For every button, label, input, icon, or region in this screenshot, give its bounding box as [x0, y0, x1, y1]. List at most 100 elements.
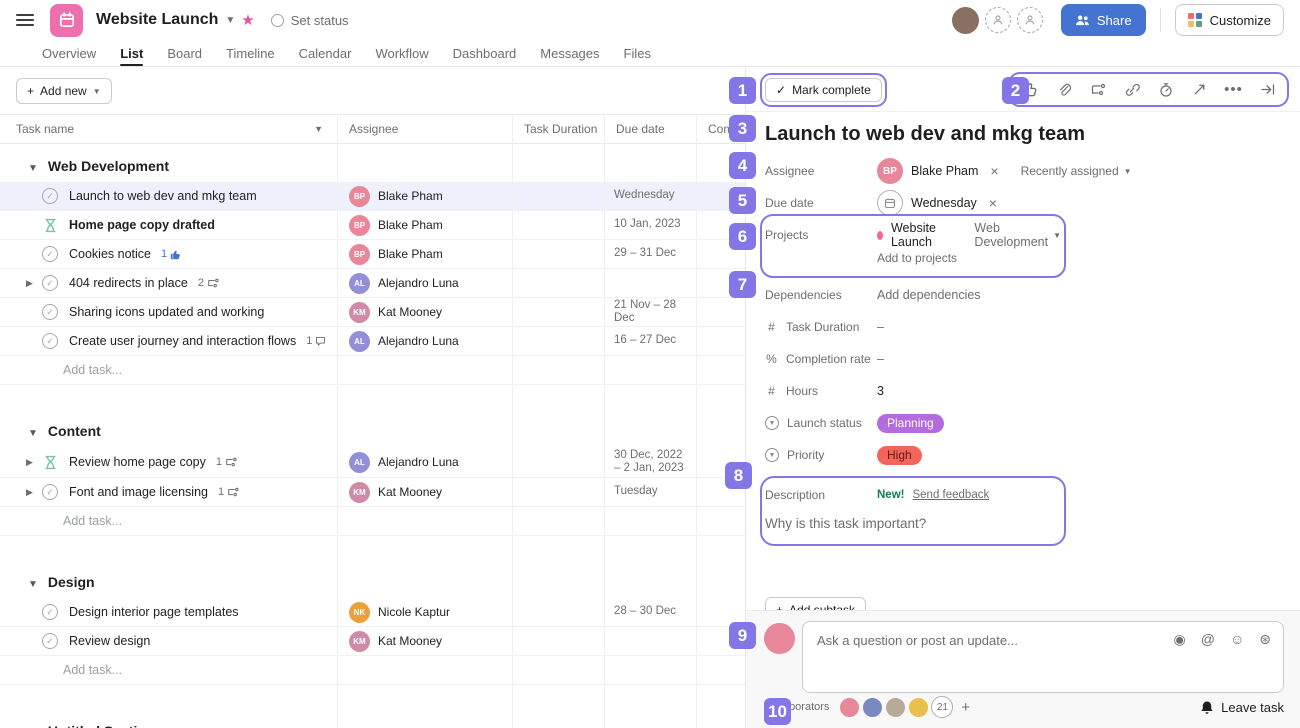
- priority-pill[interactable]: High: [877, 445, 922, 465]
- complete-check-icon[interactable]: ✓: [42, 633, 58, 649]
- status-circle-icon: ▼: [765, 448, 779, 462]
- complete-check-icon[interactable]: ✓: [42, 246, 58, 262]
- more-options-icon[interactable]: •••: [1224, 81, 1243, 98]
- approval-hourglass-icon[interactable]: [42, 217, 58, 233]
- share-button[interactable]: Share: [1060, 4, 1146, 36]
- task-row[interactable]: ✓ Review design KM Kat Mooney: [0, 627, 745, 656]
- collaborator-avatar[interactable]: [908, 696, 930, 718]
- recently-assigned-dropdown[interactable]: Recently assigned ▼: [1020, 164, 1132, 178]
- add-dependencies-button[interactable]: Add dependencies: [877, 288, 981, 302]
- tab-files[interactable]: Files: [623, 45, 651, 61]
- assignee-name[interactable]: Blake Pham: [911, 164, 979, 178]
- check-icon: ✓: [776, 82, 787, 97]
- plus-icon: +: [27, 84, 35, 98]
- tab-overview[interactable]: Overview: [42, 45, 97, 61]
- tab-dashboard[interactable]: Dashboard: [452, 45, 517, 61]
- due-date-value[interactable]: Wednesday: [911, 196, 977, 210]
- collapse-triangle-icon[interactable]: ▼: [28, 163, 38, 174]
- field-value[interactable]: 3: [877, 384, 884, 398]
- invite-member-placeholder[interactable]: [984, 7, 1011, 33]
- mark-complete-button[interactable]: ✓ Mark complete: [760, 72, 887, 107]
- task-row[interactable]: ✓ Launch to web dev and mkg team BP Blake …: [0, 182, 745, 211]
- collaborator-avatar[interactable]: [839, 696, 861, 718]
- attach-paperclip-icon[interactable]: [1055, 81, 1072, 98]
- launch-status-pill[interactable]: Planning: [877, 413, 944, 433]
- add-subtask-icon[interactable]: [1089, 81, 1106, 98]
- emoji-icon[interactable]: ☺: [1229, 631, 1245, 647]
- approval-hourglass-icon[interactable]: [42, 454, 58, 470]
- annotation-badge-2: 2: [1002, 77, 1029, 104]
- add-task-row[interactable]: Add task...: [0, 507, 745, 536]
- title-chevron-down-icon[interactable]: ▼: [225, 14, 236, 26]
- project-section-dropdown[interactable]: Web Development ▼: [974, 221, 1061, 249]
- subtask-icon: [226, 457, 237, 466]
- task-row[interactable]: ✓ Design interior page templates NK Nicole…: [0, 598, 745, 627]
- field-value[interactable]: –: [877, 352, 884, 366]
- sort-chevron-icon[interactable]: ▼: [314, 124, 323, 134]
- tab-workflow[interactable]: Workflow: [375, 45, 429, 61]
- expand-arrow-icon[interactable]: ▶: [26, 456, 33, 467]
- task-row[interactable]: Home page copy drafted BP Blake Pham 10 J…: [0, 211, 745, 240]
- collaborator-avatar[interactable]: [862, 696, 884, 718]
- avatar: NK: [349, 601, 370, 623]
- task-row[interactable]: ▶ Review home page copy 1 AL Alejandro Lun…: [0, 447, 745, 478]
- member-avatar[interactable]: [951, 6, 979, 34]
- description-placeholder[interactable]: Why is this task important?: [765, 516, 927, 531]
- comment-count: 1: [306, 335, 326, 347]
- tab-calendar[interactable]: Calendar: [298, 45, 352, 61]
- subtask-icon: [208, 278, 219, 287]
- task-row[interactable]: ▶ ✓ Font and image licensing 1 KM Kat Moone…: [0, 478, 745, 507]
- field-value[interactable]: –: [877, 320, 884, 334]
- add-task-row[interactable]: Add task...: [0, 356, 745, 385]
- task-row[interactable]: ✓ Sharing icons updated and working KM Kat…: [0, 298, 745, 327]
- calendar-circle-icon[interactable]: [877, 190, 903, 216]
- leave-task-button[interactable]: Leave task: [1200, 700, 1284, 715]
- favorite-star-icon[interactable]: ★: [241, 12, 255, 29]
- fullscreen-expand-icon[interactable]: [1191, 81, 1208, 98]
- copy-link-icon[interactable]: [1123, 81, 1140, 98]
- project-name[interactable]: Website Launch: [890, 221, 936, 249]
- complete-check-icon[interactable]: ✓: [42, 604, 58, 620]
- collapse-triangle-icon[interactable]: ▼: [28, 428, 38, 439]
- customize-grid-icon: [1187, 13, 1202, 27]
- expand-arrow-icon[interactable]: ▶: [26, 277, 33, 288]
- complete-check-icon[interactable]: ✓: [42, 484, 58, 500]
- task-row[interactable]: ✓ Create user journey and interaction flo…: [0, 327, 745, 356]
- set-status-button[interactable]: Set status: [270, 13, 349, 28]
- people-icon: [1075, 14, 1089, 25]
- remove-due-date-icon[interactable]: ×: [988, 195, 997, 211]
- customize-button[interactable]: Customize: [1174, 4, 1284, 36]
- annotation-badge-5: 5: [729, 187, 756, 214]
- tab-messages[interactable]: Messages: [540, 45, 600, 61]
- timer-icon[interactable]: [1157, 81, 1174, 98]
- add-to-projects-button[interactable]: Add to projects: [877, 251, 958, 265]
- send-feedback-link[interactable]: Send feedback: [912, 489, 990, 501]
- add-new-button[interactable]: + Add new ▼: [16, 78, 112, 104]
- complete-check-icon[interactable]: ✓: [42, 188, 58, 204]
- collapse-triangle-icon[interactable]: ▼: [28, 579, 38, 590]
- add-task-row[interactable]: Add task...: [0, 656, 745, 685]
- appreciation-icon[interactable]: ⊛: [1259, 631, 1271, 647]
- collapse-pane-icon[interactable]: [1259, 81, 1276, 98]
- expand-arrow-icon[interactable]: ▶: [26, 486, 33, 497]
- comment-input[interactable]: Ask a question or post an update... ◉ @ …: [802, 621, 1284, 693]
- record-video-icon[interactable]: ◉: [1173, 631, 1186, 647]
- complete-check-icon[interactable]: ✓: [42, 333, 58, 349]
- annotation-badge-4: 4: [729, 152, 756, 179]
- collaborator-avatar[interactable]: [885, 696, 907, 718]
- complete-check-icon[interactable]: ✓: [42, 275, 58, 291]
- tab-board[interactable]: Board: [167, 45, 203, 61]
- complete-check-icon[interactable]: ✓: [42, 304, 58, 320]
- mention-icon[interactable]: @: [1200, 631, 1215, 647]
- add-collaborator-icon[interactable]: +: [961, 698, 971, 716]
- task-row[interactable]: ✓ Cookies notice 1 BP Blake Pham 29 – 31 D…: [0, 240, 745, 269]
- remove-assignee-icon[interactable]: ×: [990, 163, 999, 179]
- collaborator-count[interactable]: 21: [931, 696, 954, 718]
- tab-timeline[interactable]: Timeline: [226, 45, 275, 61]
- invite-member-placeholder[interactable]: [1016, 7, 1043, 33]
- view-tab-bar: Overview List Board Timeline Calendar Wo…: [0, 40, 1300, 67]
- tab-list[interactable]: List: [120, 40, 144, 66]
- task-title[interactable]: Launch to web dev and mkg team: [765, 123, 1086, 145]
- task-row[interactable]: ▶ ✓ 404 redirects in place 2 AL Alejandro L…: [0, 269, 745, 298]
- sidebar-menu-icon[interactable]: [16, 14, 34, 26]
